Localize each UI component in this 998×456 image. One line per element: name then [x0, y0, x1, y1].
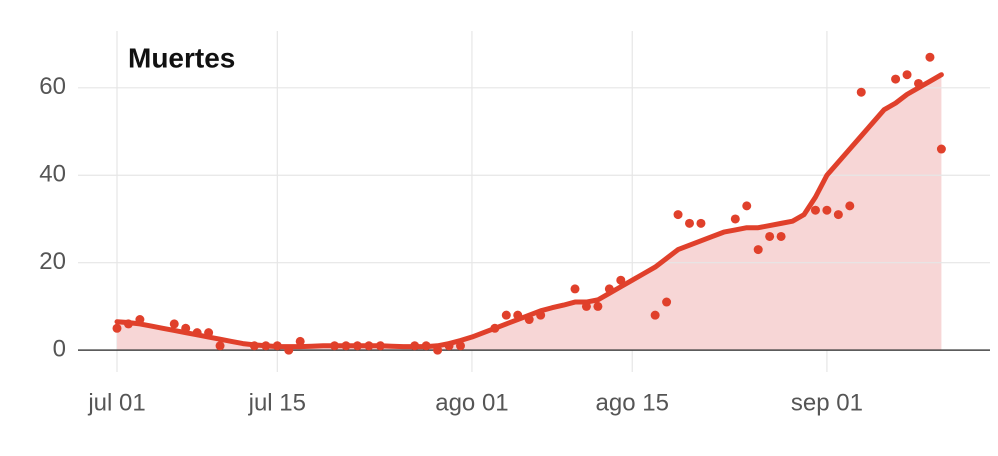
- point: [822, 205, 832, 215]
- point: [891, 74, 901, 84]
- point: [833, 210, 843, 220]
- point: [856, 87, 866, 97]
- area: [117, 74, 942, 351]
- point: [742, 201, 752, 211]
- point: [593, 301, 603, 311]
- y-tick-label: 40: [39, 161, 66, 188]
- trend-line: [114, 72, 944, 350]
- point: [616, 275, 626, 285]
- x-tick-label: jul 01: [87, 389, 145, 416]
- x-tick-label: sep 01: [791, 389, 863, 416]
- chart-title: Muertes: [128, 42, 235, 73]
- point: [295, 336, 305, 346]
- point: [650, 310, 660, 320]
- point: [765, 231, 775, 241]
- x-tick-label: jul 15: [248, 389, 306, 416]
- point: [753, 245, 763, 255]
- point: [673, 210, 683, 220]
- y-tick-label: 20: [39, 248, 66, 275]
- point: [215, 341, 225, 351]
- point: [570, 284, 580, 294]
- point: [696, 218, 706, 228]
- point: [169, 319, 179, 329]
- point: [845, 201, 855, 211]
- point: [112, 323, 122, 333]
- point: [662, 297, 672, 307]
- point: [810, 205, 820, 215]
- x-tick-label: ago 01: [435, 389, 508, 416]
- point: [776, 231, 786, 241]
- point: [902, 70, 912, 80]
- point: [936, 144, 946, 154]
- y-tick-label: 0: [53, 335, 66, 362]
- x-tick-label: ago 15: [596, 389, 669, 416]
- point: [730, 214, 740, 224]
- point: [501, 310, 511, 320]
- y-tick-label: 60: [39, 73, 66, 100]
- point: [685, 218, 694, 228]
- point: [925, 52, 935, 62]
